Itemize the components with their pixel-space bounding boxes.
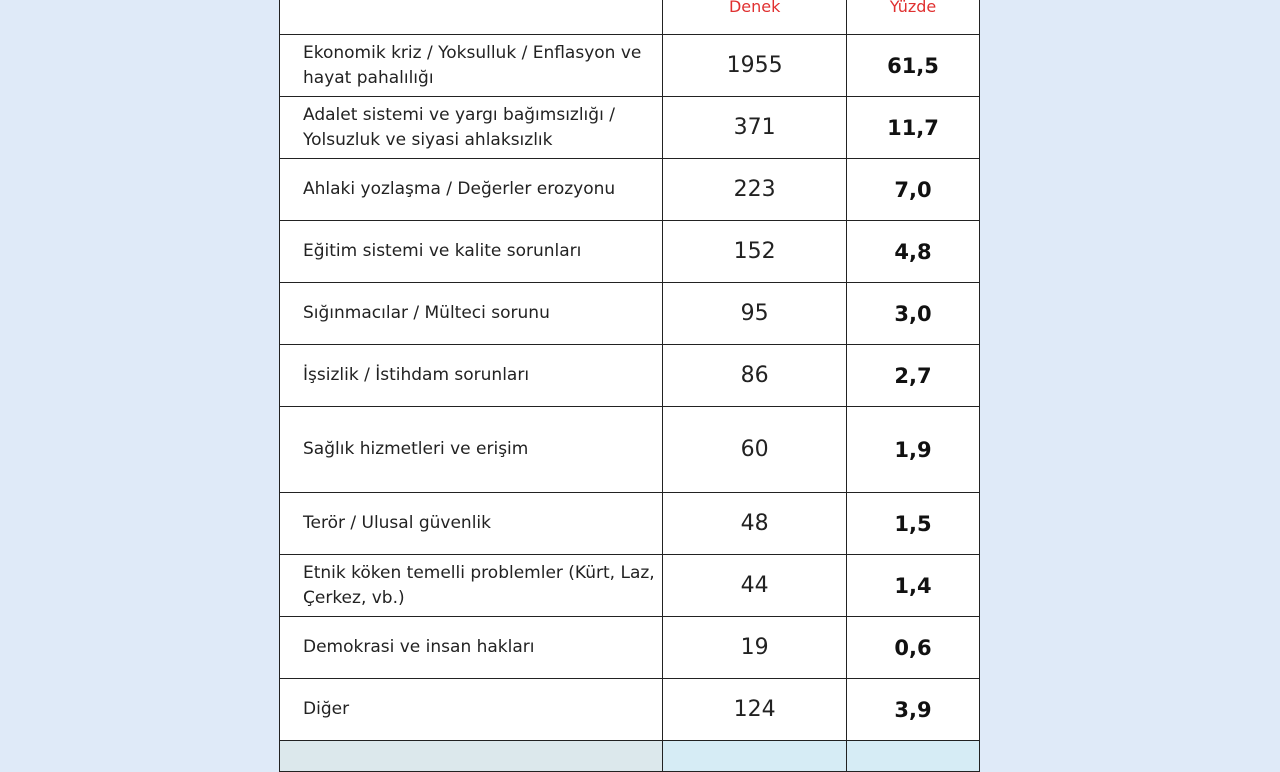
row-percent: 7,0 xyxy=(845,158,981,221)
row-label: Ahlaki yozlaşma / Değerler erozyonu xyxy=(278,158,664,221)
row-label: Eğitim sistemi ve kalite sorunları xyxy=(278,220,664,283)
row-label: Ekonomik kriz / Yoksulluk / Enflasyon ve… xyxy=(278,34,664,97)
row-percent: 1,5 xyxy=(845,492,981,555)
table-row: Terör / Ulusal güvenlik 48 1,5 xyxy=(278,492,981,555)
row-percent: 1,9 xyxy=(845,406,981,493)
row-count: 19 xyxy=(662,616,847,679)
header-percent: Yüzde xyxy=(845,0,981,35)
row-label: Demokrasi ve insan hakları xyxy=(278,616,664,679)
row-count: 95 xyxy=(662,282,847,345)
row-percent: 3,9 xyxy=(845,678,981,741)
row-percent: 61,5 xyxy=(845,34,981,97)
row-percent: 0,6 xyxy=(845,616,981,679)
table-row: Diğer 124 3,9 xyxy=(278,678,981,741)
row-percent: 1,4 xyxy=(845,554,981,617)
row-count: 371 xyxy=(662,96,847,159)
header-label xyxy=(278,0,664,35)
row-count: 48 xyxy=(662,492,847,555)
table-row: Sığınmacılar / Mülteci sorunu 95 3,0 xyxy=(278,282,981,345)
row-label: Terör / Ulusal güvenlik xyxy=(278,492,664,555)
row-count: 44 xyxy=(662,554,847,617)
row-label: Etnik köken temelli problemler (Kürt, La… xyxy=(278,554,664,617)
table-row: Ahlaki yozlaşma / Değerler erozyonu 223 … xyxy=(278,158,981,221)
row-count: 124 xyxy=(662,678,847,741)
row-count: 223 xyxy=(662,158,847,221)
table-row: Sağlık hizmetleri ve erişim 60 1,9 xyxy=(278,406,981,493)
table-row: Etnik köken temelli problemler (Kürt, La… xyxy=(278,554,981,617)
row-label: İşsizlik / İstihdam sorunları xyxy=(278,344,664,407)
table-row: Ekonomik kriz / Yoksulluk / Enflasyon ve… xyxy=(278,34,981,97)
row-percent: 4,8 xyxy=(845,220,981,283)
row-label: Diğer xyxy=(278,678,664,741)
table-row: Eğitim sistemi ve kalite sorunları 152 4… xyxy=(278,220,981,283)
header-count: Denek xyxy=(662,0,847,35)
row-label: Adalet sistemi ve yargı bağımsızlığı / Y… xyxy=(278,96,664,159)
row-count: 152 xyxy=(662,220,847,283)
table-row: İşsizlik / İstihdam sorunları 86 2,7 xyxy=(278,344,981,407)
table-total-row xyxy=(278,740,981,772)
row-count: 60 xyxy=(662,406,847,493)
survey-table: Denek Yüzde Ekonomik kriz / Yoksulluk / … xyxy=(278,0,981,772)
table-header-row: Denek Yüzde xyxy=(278,0,981,35)
row-label: Sığınmacılar / Mülteci sorunu xyxy=(278,282,664,345)
table-row: Demokrasi ve insan hakları 19 0,6 xyxy=(278,616,981,679)
row-percent: 2,7 xyxy=(845,344,981,407)
row-percent: 3,0 xyxy=(845,282,981,345)
row-label: Sağlık hizmetleri ve erişim xyxy=(278,406,664,493)
row-count: 1955 xyxy=(662,34,847,97)
row-percent: 11,7 xyxy=(845,96,981,159)
table-row: Adalet sistemi ve yargı bağımsızlığı / Y… xyxy=(278,96,981,159)
row-count: 86 xyxy=(662,344,847,407)
